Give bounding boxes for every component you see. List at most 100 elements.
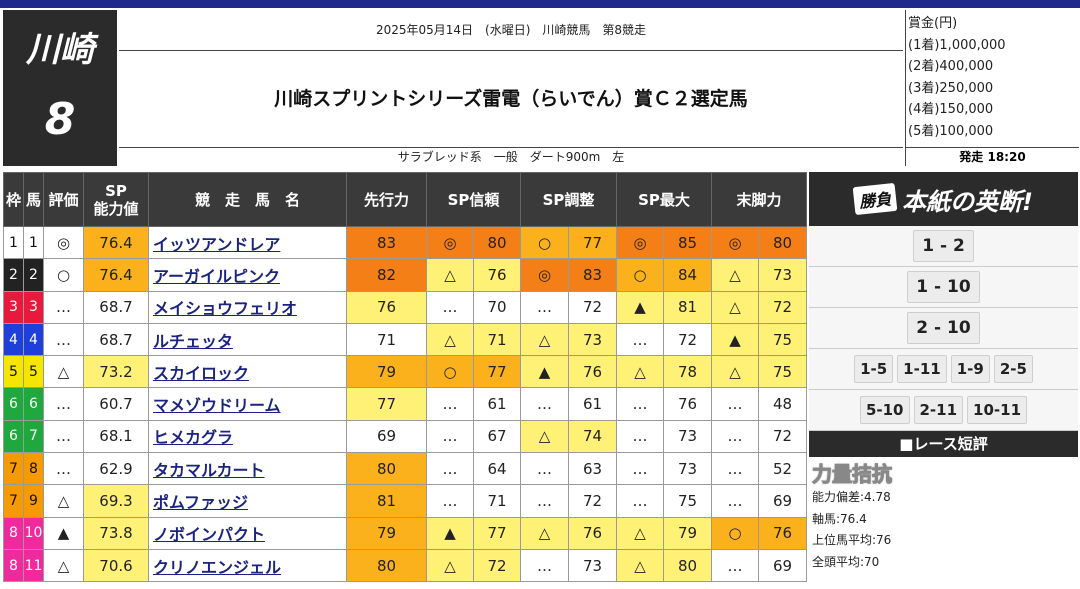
review-line: 全頭平均:70 <box>812 554 880 569</box>
horse-name-link[interactable]: マメゾウドリーム <box>148 387 347 421</box>
saidai-mark: … <box>616 387 664 421</box>
matsu-value: 80 <box>758 225 807 260</box>
banner-badge: 勝負 <box>852 182 898 216</box>
horse-name-link[interactable]: スカイロック <box>148 355 347 389</box>
banner-title: 本紙の英断! <box>902 187 1033 216</box>
matsu-value: 69 <box>758 548 807 583</box>
waku-cell: 1 <box>3 225 24 260</box>
eval-mark: ○ <box>43 258 84 292</box>
horse-number-cell: 8 <box>23 452 44 486</box>
shinrai-mark: ◎ <box>426 225 474 260</box>
senko-value: 76 <box>346 290 427 324</box>
shinrai-value: 71 <box>473 484 521 518</box>
shinrai-mark: … <box>426 452 474 486</box>
pick-big[interactable]: 1 - 10 <box>907 271 980 303</box>
matsu-value: 75 <box>758 355 807 389</box>
horse-number-cell: 1 <box>23 225 44 260</box>
pick-small[interactable]: 10-11 <box>967 396 1028 424</box>
eval-mark: … <box>43 387 84 421</box>
col-sp-shinrai: SP信頼 <box>426 172 521 227</box>
table-row: 7 9 △ 69.3 ポムファッジ 81… 71… 72… 75… 69 <box>3 484 807 518</box>
senko-value: 71 <box>346 322 427 357</box>
chosei-value: 61 <box>568 387 617 421</box>
horse-number-cell: 7 <box>23 419 44 454</box>
race-number: 8 <box>44 94 76 145</box>
saidai-mark: ◎ <box>616 225 664 260</box>
chosei-mark: … <box>520 452 569 486</box>
shinrai-mark: △ <box>426 322 474 357</box>
review-line: 上位馬平均:76 <box>812 533 892 547</box>
waku-cell: 6 <box>3 387 24 421</box>
horse-number-cell: 10 <box>23 516 44 550</box>
waku-cell: 5 <box>3 355 24 389</box>
pick-small[interactable]: 1-9 <box>950 355 990 383</box>
table-row: 6 7… 68.1 ヒメカグラ 69… 67 △ 74… 73… 72 <box>3 419 807 454</box>
review-header: ■レース短評 <box>809 431 1078 457</box>
pick-small[interactable]: 1-5 <box>854 355 894 383</box>
matsu-mark: ▲ <box>711 322 759 357</box>
table-row: 2 2 ○ 76.4 アーガイルピンク 82 △ 76 ◎ 83 ○ 84 △ 73 <box>3 258 807 292</box>
pick-small[interactable]: 2-11 <box>913 396 964 424</box>
horse-name-link[interactable]: ヒメカグラ <box>148 419 347 454</box>
waku-cell: 2 <box>3 258 24 292</box>
col-senko: 先行力 <box>346 172 427 227</box>
saidai-mark: △ <box>616 355 664 389</box>
horse-name-link[interactable]: ポムファッジ <box>148 484 347 518</box>
horse-number-cell: 6 <box>23 387 44 421</box>
horse-number-cell: 3 <box>23 290 44 324</box>
saidai-value: 79 <box>663 516 712 550</box>
horse-name-link[interactable]: メイショウフェリオ <box>148 290 347 324</box>
col-sp-saidai: SP最大 <box>616 172 712 227</box>
matsu-mark: … <box>711 387 759 421</box>
table-row: 7 8… 62.9 タカマルカート 80… 64… 63… 73… 52 <box>3 452 807 486</box>
shinrai-value: 77 <box>473 355 521 389</box>
matsu-value: 75 <box>758 322 807 357</box>
col-matsu: 末脚力 <box>711 172 807 227</box>
race-header: 2025年05月14日 (水曜日) 川崎競馬 第8競走 川崎スプリントシリーズ雷… <box>119 10 903 166</box>
pick-row: 2 - 10 <box>809 308 1078 349</box>
pick-small[interactable]: 2-5 <box>993 355 1033 383</box>
horse-name-link[interactable]: タカマルカート <box>148 452 347 486</box>
saidai-value: 85 <box>663 225 712 260</box>
saidai-value: 73 <box>663 419 712 454</box>
matsu-mark: … <box>711 452 759 486</box>
pick-row: 5-10 2-11 10-11 <box>809 390 1078 431</box>
senko-value: 80 <box>346 548 427 583</box>
picks-banner: 勝負 本紙の英断! <box>809 172 1078 226</box>
prize-line: (4着)150,000 <box>908 102 994 118</box>
matsu-mark: … <box>711 548 759 583</box>
pick-row: 1 - 2 <box>809 226 1078 267</box>
eval-mark: … <box>43 419 84 454</box>
matsu-mark: ○ <box>711 516 759 550</box>
sp-ability-value: 62.9 <box>83 452 149 486</box>
matsu-value: 48 <box>758 387 807 421</box>
review-body: 力量拮抗 能力偏差:4.78 軸馬:76.4 上位馬平均:76 全頭平均:70 <box>809 457 1078 573</box>
matsu-value: 73 <box>758 258 807 292</box>
horse-name-link[interactable]: アーガイルピンク <box>148 258 347 292</box>
col-sp-line2: 能力値 <box>93 199 139 218</box>
pick-big[interactable]: 2 - 10 <box>907 312 980 344</box>
chosei-mark: ▲ <box>520 355 569 389</box>
horse-name-link[interactable]: ルチェッタ <box>148 322 347 357</box>
chosei-value: 63 <box>568 452 617 486</box>
col-eval: 評価 <box>43 172 84 227</box>
shinrai-mark: ▲ <box>426 516 474 550</box>
sp-ability-value: 73.2 <box>83 355 149 389</box>
matsu-mark: … <box>711 419 759 454</box>
horse-number-cell: 2 <box>23 258 44 292</box>
saidai-value: 75 <box>663 484 712 518</box>
eval-mark: ◎ <box>43 225 84 260</box>
pick-big[interactable]: 1 - 2 <box>913 230 974 262</box>
chosei-value: 73 <box>568 548 617 583</box>
pick-small[interactable]: 1-11 <box>897 355 947 383</box>
waku-cell: 7 <box>3 452 24 486</box>
pick-row: 1 - 10 <box>809 267 1078 308</box>
shinrai-value: 72 <box>473 548 521 583</box>
horse-name-link[interactable]: イッツアンドレア <box>148 225 347 260</box>
sp-ability-value: 68.7 <box>83 322 149 357</box>
table-row: 8 10 ▲ 73.8 ノボインパクト 79 ▲ 77 △ 76 △ 79 ○ 76 <box>3 516 807 550</box>
horse-name-link[interactable]: ノボインパクト <box>148 516 347 550</box>
pick-small[interactable]: 5-10 <box>859 396 910 424</box>
eval-mark: … <box>43 322 84 357</box>
horse-name-link[interactable]: クリノエンジェル <box>148 548 347 583</box>
